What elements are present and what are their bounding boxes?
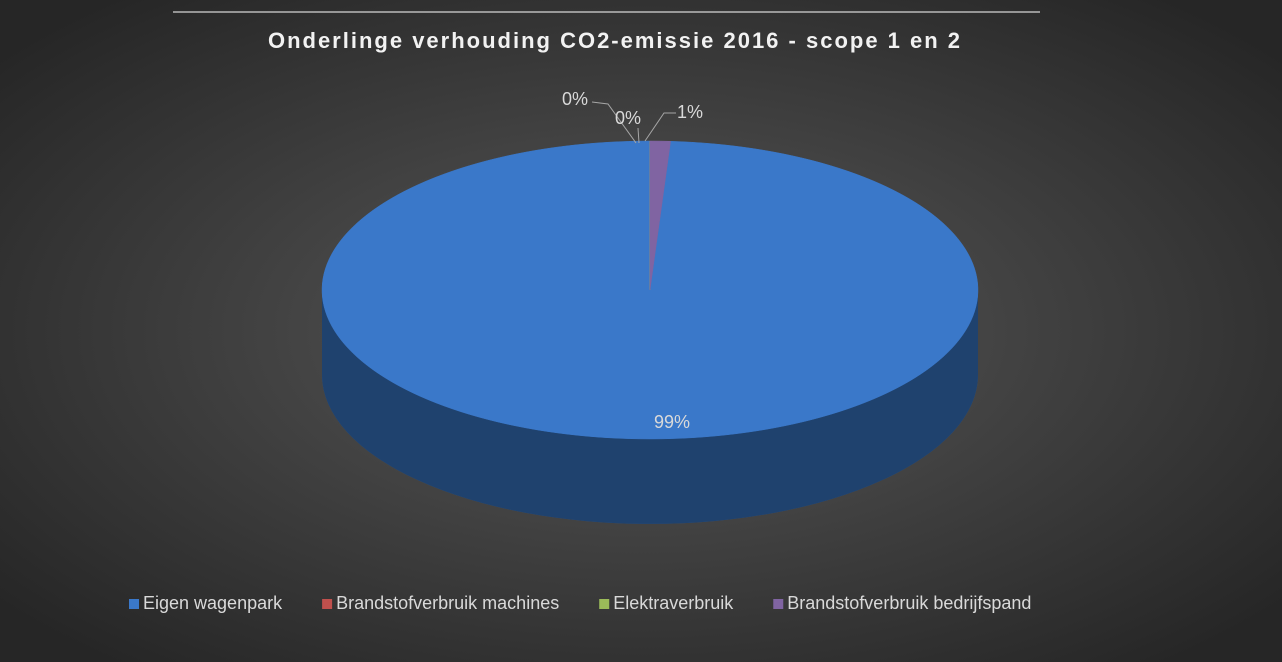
legend-label: Elektraverbruik <box>613 593 734 613</box>
data-label: 99% <box>654 412 690 432</box>
data-label: 0% <box>562 89 588 109</box>
data-label: 1% <box>677 102 703 122</box>
leader-line <box>644 112 676 142</box>
leader-line <box>591 101 637 144</box>
leader-line <box>637 127 640 144</box>
data-label: 0% <box>615 108 641 128</box>
legend-swatch <box>599 599 610 609</box>
legend-label: Eigen wagenpark <box>143 593 283 613</box>
legend-label: Brandstofverbruik bedrijfspand <box>787 593 1031 613</box>
slice-side <box>322 290 978 524</box>
legend-swatch <box>129 599 139 609</box>
chart-title: Onderlinge verhouding CO2-emissie 2016 -… <box>268 28 962 53</box>
slice-side-shade <box>322 290 978 524</box>
legend-swatch <box>773 599 784 609</box>
legend-swatch <box>322 599 333 609</box>
legend-label: Brandstofverbruik machines <box>336 593 559 613</box>
slice <box>649 140 671 291</box>
